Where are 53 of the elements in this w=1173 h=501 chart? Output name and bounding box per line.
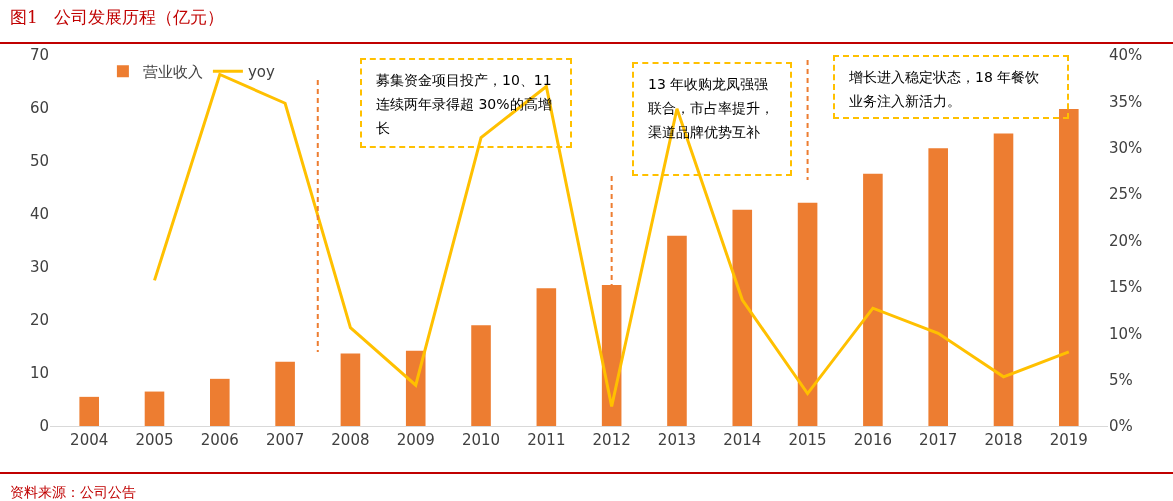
- x-tick-label: 2011: [527, 431, 566, 449]
- y-tick-label: 60: [29, 99, 49, 118]
- y-tick-label: 40: [29, 205, 49, 224]
- chart-title: 图1 公司发展历程（亿元）: [10, 7, 225, 27]
- x-tick-label: 2006: [200, 431, 239, 449]
- bar: [405, 350, 426, 426]
- x-tick-label: 2019: [1049, 431, 1088, 449]
- bar: [667, 235, 687, 426]
- legend-label: 营业收入: [142, 63, 203, 82]
- y2-tick-label: 0%: [1109, 417, 1133, 436]
- legend-label: yoy: [247, 63, 275, 82]
- y2-tick-label: 30%: [1109, 139, 1143, 157]
- y2-tick-label: 40%: [1109, 46, 1143, 65]
- bar: [928, 148, 948, 426]
- y-tick-label: 20: [29, 311, 49, 330]
- y2-tick-label: 25%: [1109, 185, 1143, 204]
- y-tick-label: 0: [39, 417, 49, 436]
- bar: [79, 396, 99, 426]
- x-tick-label: 2008: [331, 431, 370, 449]
- y2-tick-label: 10%: [1109, 324, 1143, 343]
- annotation: 增长进入稳定状态，18 年餐饮业务注入新活力。: [833, 55, 1069, 119]
- y-tick-label: 70: [29, 46, 49, 65]
- x-tick-label: 2014: [723, 431, 762, 449]
- bar: [275, 361, 295, 426]
- y2-tick-label: 5%: [1109, 370, 1133, 389]
- bar: [732, 209, 753, 426]
- x-tick-label: 2015: [788, 431, 827, 449]
- x-tick-label: 2004: [70, 431, 109, 449]
- y-tick-label: 10: [29, 364, 49, 383]
- bar: [863, 173, 883, 426]
- y2-tick-label: 35%: [1109, 92, 1143, 111]
- x-tick-label: 2007: [266, 431, 305, 449]
- bar: [797, 202, 818, 426]
- bar: [340, 353, 361, 426]
- x-tick-label: 2016: [853, 431, 892, 449]
- bar: [1059, 109, 1079, 426]
- bar: [993, 133, 1014, 426]
- y-tick-label: 30: [29, 258, 49, 277]
- y-tick-label: 50: [29, 152, 49, 171]
- x-tick-label: 2009: [396, 431, 435, 449]
- bar: [471, 325, 491, 426]
- y2-tick-label: 20%: [1109, 231, 1143, 250]
- y2-tick-label: 15%: [1109, 278, 1143, 297]
- text: 资料来源：公司公告: [10, 484, 136, 500]
- x-tick-label: 2018: [984, 431, 1023, 449]
- bar: [536, 288, 557, 426]
- x-tick-label: 2017: [919, 431, 958, 449]
- bar: [144, 391, 165, 426]
- x-tick-label: 2013: [657, 431, 697, 449]
- x-tick-label: 2005: [135, 431, 174, 449]
- bar: [210, 378, 230, 426]
- x-tick-label: 2010: [461, 431, 501, 449]
- x-tick-label: 2012: [592, 431, 631, 449]
